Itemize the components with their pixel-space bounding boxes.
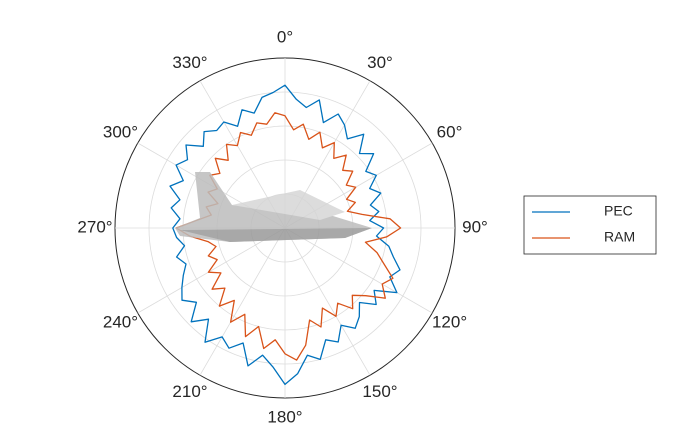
grid-spoke <box>284 227 433 314</box>
theta-tick-label: 150° <box>362 382 397 401</box>
theta-tick-label: 330° <box>172 53 207 72</box>
aircraft-wing <box>232 190 345 220</box>
grid-spoke <box>284 227 371 376</box>
theta-tick-label: 30° <box>367 53 393 72</box>
legend: PEC RAM <box>523 195 657 255</box>
legend-label: RAM <box>604 229 635 245</box>
aircraft-belly <box>180 228 372 242</box>
aircraft <box>175 172 372 242</box>
theta-tick-label: 90° <box>462 217 488 236</box>
grid-spoke <box>199 227 286 376</box>
theta-tick-label: 120° <box>432 312 467 331</box>
theta-tick-label: 240° <box>103 312 138 331</box>
theta-tick-label: 180° <box>267 407 302 426</box>
legend-label: PEC <box>604 203 633 219</box>
theta-tick-label: 300° <box>103 122 138 141</box>
legend-box <box>523 195 657 255</box>
theta-tick-label: 0° <box>277 27 293 46</box>
theta-tick-label: 210° <box>172 382 207 401</box>
theta-tick-label: 60° <box>437 122 463 141</box>
grid-spoke <box>137 227 286 314</box>
series-line <box>169 84 401 386</box>
theta-labels: 0° 30° 60° 90° 120° 150° 180° 210° 240° 270° 300° 3… <box>77 27 487 426</box>
aircraft-body <box>175 172 372 242</box>
theta-tick-label: 270° <box>77 217 112 236</box>
